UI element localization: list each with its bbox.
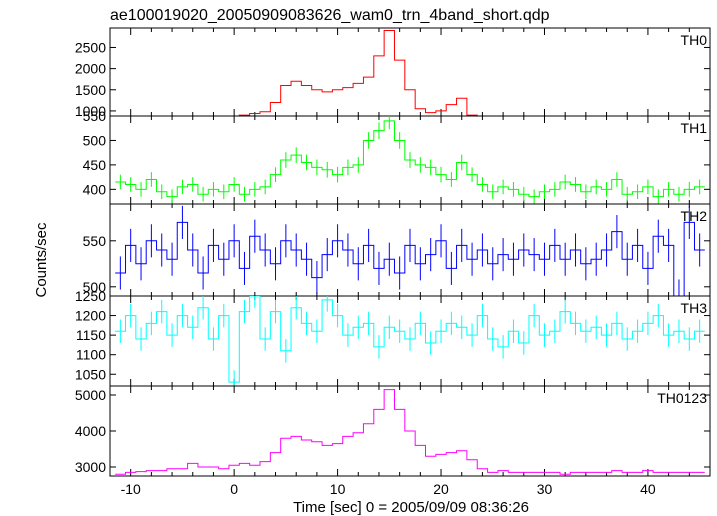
y-tick-label: 550 <box>83 108 107 124</box>
y-tick-label: 1000 <box>75 103 106 119</box>
y-tick-label: 3000 <box>75 459 106 475</box>
y-tick-label: 2500 <box>75 39 106 55</box>
y-tick-label: 550 <box>83 233 107 249</box>
y-tick-label: 450 <box>83 157 107 173</box>
y-tick-label: 4000 <box>75 423 106 439</box>
panel-th3: 1050 1100 1150 1200 1250 TH3 <box>75 288 711 387</box>
panel-frame <box>109 27 711 117</box>
panel-label: TH2 <box>681 208 708 224</box>
panel-label: TH3 <box>681 300 708 316</box>
y-axis-label: Counts/sec <box>33 222 50 298</box>
y-tick-label: 1100 <box>76 347 106 363</box>
chart-title: ae100019020_20050909083626_wam0_trn_4ban… <box>110 7 550 24</box>
panel-label: TH1 <box>681 120 708 136</box>
series-th1 <box>115 116 705 204</box>
x-axis-label: Time [sec] 0 = 2005/09/09 08:36:26 <box>293 499 529 516</box>
y-tick-label: 1200 <box>75 308 106 324</box>
y-tick-label: 1250 <box>75 288 106 304</box>
x-tick-label: 40 <box>640 481 656 497</box>
panel-label: TH0123 <box>657 390 707 406</box>
panel-th1: 400 450 500 550 TH1 <box>83 108 711 205</box>
x-tick-label: 10 <box>330 481 346 497</box>
y-tick-label: 400 <box>83 181 107 197</box>
series-th0123 <box>115 389 705 475</box>
y-tick-label: 500 <box>83 279 107 295</box>
x-tick-label: 30 <box>537 481 553 497</box>
y-tick-label: 1150 <box>76 327 106 343</box>
series-th2 <box>115 205 705 296</box>
series-th0 <box>228 30 478 116</box>
x-tick-label: 20 <box>433 481 449 497</box>
panel-th0: 1000 1500 2000 2500 TH0 <box>75 27 711 119</box>
y-tick-label: 1050 <box>75 366 106 382</box>
y-tick-label: 500 <box>83 132 107 148</box>
x-tick-label: 0 <box>230 481 238 497</box>
y-tick-label: 5000 <box>75 387 106 403</box>
series-line <box>115 389 705 475</box>
y-tick-label: 1500 <box>75 82 106 98</box>
y-tick-label: 2000 <box>75 61 106 77</box>
panel-th0123: 3000 4000 5000 TH0123 <box>75 385 711 477</box>
panel-label: TH0 <box>681 32 708 48</box>
series-th3 <box>115 296 705 386</box>
x-tick-label: -10 <box>121 481 141 497</box>
series-line <box>228 30 478 116</box>
